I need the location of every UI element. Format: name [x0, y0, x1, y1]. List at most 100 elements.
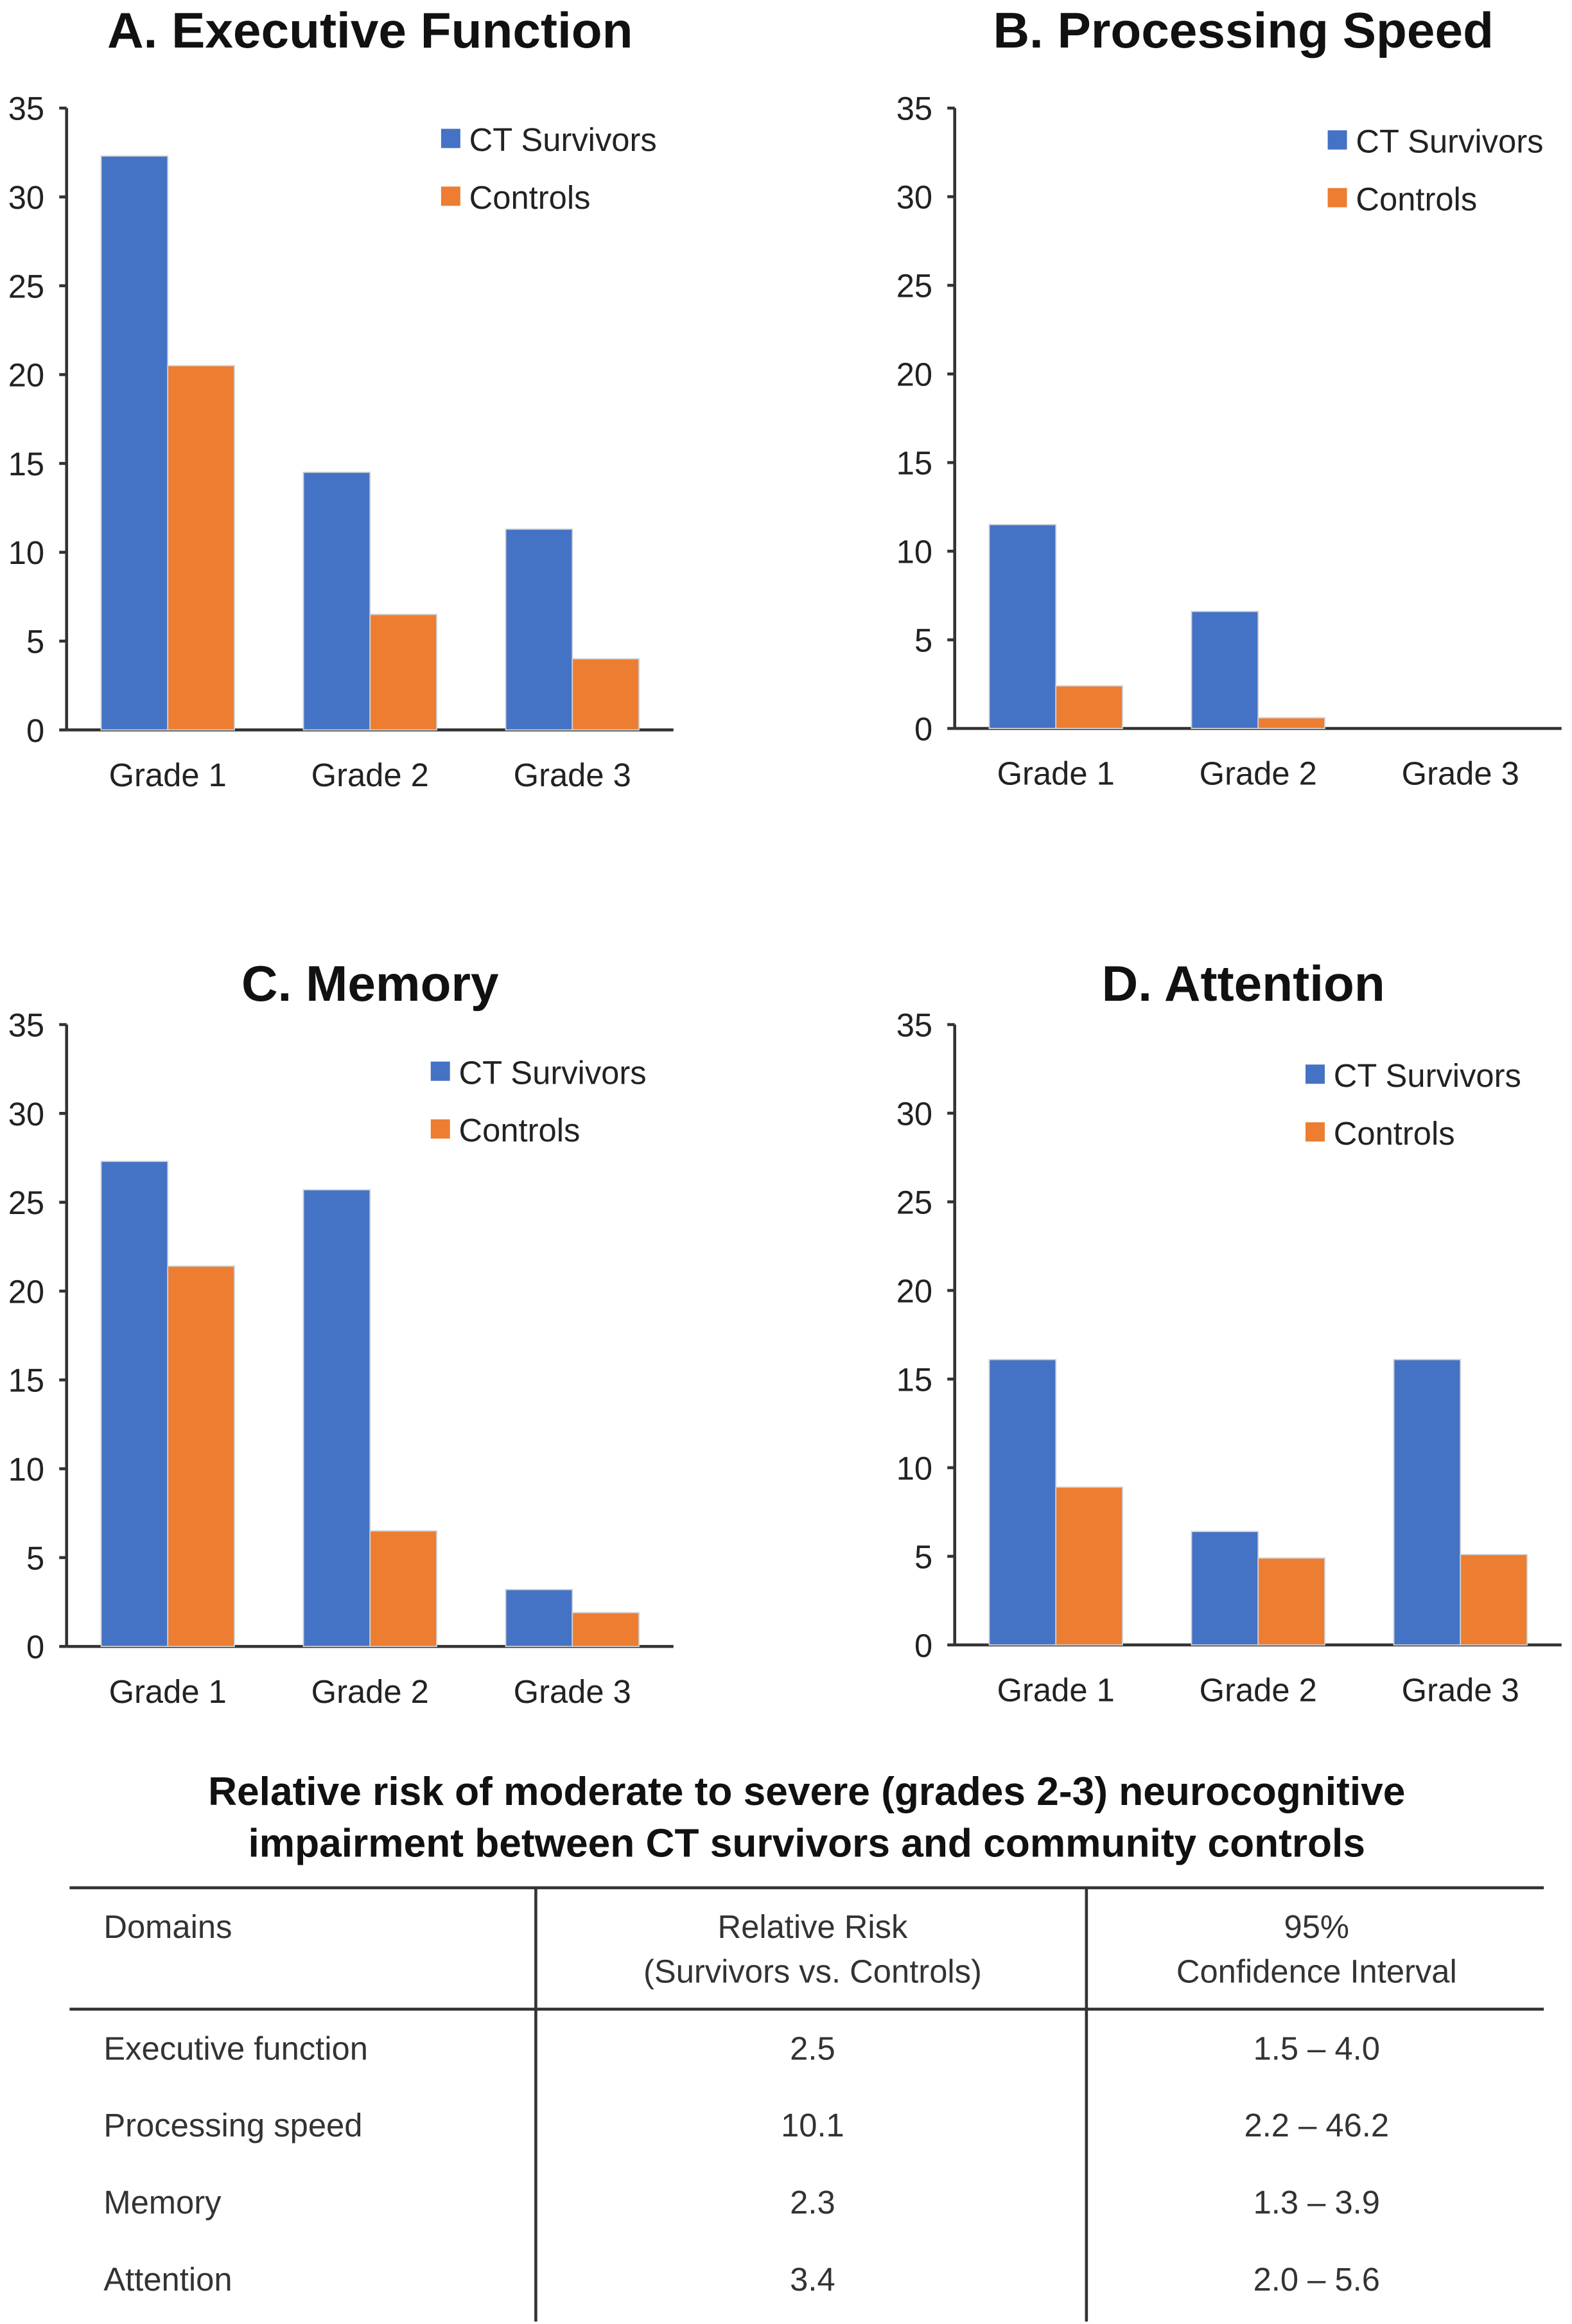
legend-swatch-controls: [430, 1119, 450, 1139]
chart-title: D. Attention: [1102, 955, 1385, 1012]
y-tick-label: 15: [896, 1361, 932, 1398]
y-tick-label: 5: [914, 622, 932, 659]
header-ci-sub: Confidence Interval: [1176, 1953, 1457, 1990]
x-tick-label: Grade 1: [997, 755, 1115, 792]
y-tick-label: 30: [896, 1095, 932, 1132]
header-relative-risk-sub: (Survivors vs. Controls): [643, 1953, 982, 1990]
domain-cell: Attention: [103, 2260, 232, 2298]
y-tick-label: 30: [8, 1096, 44, 1132]
y-tick-label: 0: [914, 711, 932, 748]
rr-cell: 10.1: [781, 2107, 844, 2144]
y-tick-label: 20: [8, 357, 44, 394]
domain-cell: Memory: [103, 2183, 222, 2221]
bar-controls: [167, 365, 235, 731]
bar-ct-survivors: [505, 1589, 573, 1648]
y-tick-label: 25: [8, 268, 44, 304]
header-domains: Domains: [103, 1908, 232, 1946]
legend-label: Controls: [1334, 1115, 1455, 1152]
y-tick-label: 10: [896, 534, 932, 570]
y-tick-label: 5: [914, 1538, 932, 1575]
rr-cell: 2.3: [790, 2183, 835, 2221]
legend-label: Controls: [459, 1112, 581, 1149]
x-tick-label: Grade 2: [311, 757, 429, 793]
y-tick-label: 30: [8, 179, 44, 216]
legend-label: CT Survivors: [469, 121, 657, 158]
bar-ct-survivors: [100, 1161, 169, 1648]
y-tick-label: 10: [8, 534, 44, 571]
chart-title: B. Processing Speed: [993, 2, 1494, 58]
x-tick-label: Grade 1: [997, 1671, 1115, 1708]
bar-controls: [1460, 1554, 1528, 1646]
bar-charts: A. Executive Function 0 5 10 15 20 25 30 35 Grade…: [8, 2, 1562, 1710]
legend-swatch-ct-survivors: [430, 1061, 450, 1081]
legend-swatch-controls: [1327, 188, 1347, 207]
x-tick-label: Grade 3: [514, 757, 631, 793]
ci-cell: 1.3 – 3.9: [1253, 2183, 1380, 2221]
bar-controls: [1257, 717, 1325, 729]
x-tick-label: Grade 1: [109, 1673, 227, 1710]
x-tick-label: Grade 1: [109, 757, 227, 793]
legend-label: Controls: [469, 179, 591, 216]
column-divider: [534, 1887, 537, 2322]
y-tick-label: 5: [26, 624, 44, 660]
y-tick-label: 35: [896, 91, 932, 127]
table-title: Relative risk of moderate to severe (gra…: [0, 1766, 1572, 1870]
y-tick-label: 15: [896, 445, 932, 482]
bar-controls: [1257, 1557, 1325, 1646]
ci-cell: 1.5 – 4.0: [1253, 2030, 1380, 2067]
bar-ct-survivors: [988, 1359, 1057, 1646]
column-divider: [1085, 1887, 1088, 2322]
y-tick-label: 10: [896, 1450, 932, 1486]
legend-swatch-controls: [441, 186, 460, 206]
y-tick-label: 15: [8, 446, 44, 482]
bar-ct-survivors: [1191, 1531, 1259, 1646]
legend-label: CT Survivors: [1356, 123, 1543, 159]
bar-ct-survivors: [1191, 611, 1259, 729]
y-tick-label: 15: [8, 1362, 44, 1399]
y-tick-label: 30: [896, 179, 932, 216]
bar-ct-survivors: [988, 524, 1057, 729]
y-tick-label: 20: [896, 357, 932, 393]
table-header-rule: [69, 2007, 1544, 2011]
legend-swatch-ct-survivors: [1306, 1064, 1325, 1084]
x-tick-label: Grade 2: [1200, 1671, 1317, 1708]
bar-controls: [1055, 685, 1123, 729]
header-relative-risk: Relative Risk: [717, 1908, 908, 1946]
x-tick-label: Grade 2: [311, 1673, 429, 1710]
x-tick-label: Grade 3: [1402, 755, 1519, 792]
y-tick-label: 0: [26, 1629, 44, 1666]
ci-cell: 2.2 – 46.2: [1244, 2107, 1390, 2144]
y-tick-label: 35: [896, 1007, 932, 1044]
legend-label: CT Survivors: [459, 1054, 647, 1091]
domain-cell: Processing speed: [103, 2107, 363, 2144]
y-tick-label: 5: [26, 1540, 44, 1576]
chart-title: A. Executive Function: [107, 2, 633, 58]
header-ci: 95%: [1284, 1908, 1350, 1946]
table-title-line2: impairment between CT survivors and comm…: [248, 1821, 1365, 1866]
y-tick-label: 10: [8, 1451, 44, 1488]
legend-swatch-ct-survivors: [441, 128, 460, 148]
table-title-line1: Relative risk of moderate to severe (gra…: [208, 1769, 1406, 1814]
x-tick-label: Grade 3: [1402, 1671, 1519, 1708]
bar-ct-survivors: [302, 1189, 371, 1648]
y-tick-label: 20: [8, 1273, 44, 1310]
bar-controls: [572, 658, 640, 731]
x-tick-label: Grade 3: [514, 1673, 631, 1710]
bar-controls: [369, 1530, 437, 1648]
table-top-rule: [69, 1886, 1544, 1890]
legend-swatch-ct-survivors: [1327, 130, 1347, 150]
chart-title: C. Memory: [241, 955, 499, 1012]
y-tick-label: 25: [896, 268, 932, 304]
bar-controls: [572, 1612, 640, 1648]
bar-controls: [369, 613, 437, 731]
rr-cell: 3.4: [790, 2260, 835, 2298]
y-tick-label: 25: [896, 1184, 932, 1220]
y-tick-label: 25: [8, 1184, 44, 1221]
bar-ct-survivors: [505, 528, 573, 731]
bar-ct-survivors: [302, 471, 371, 731]
legend-label: Controls: [1356, 180, 1477, 217]
ci-cell: 2.0 – 5.6: [1253, 2260, 1380, 2298]
y-tick-label: 35: [8, 91, 44, 127]
y-tick-label: 0: [26, 712, 44, 749]
y-tick-label: 0: [914, 1627, 932, 1664]
